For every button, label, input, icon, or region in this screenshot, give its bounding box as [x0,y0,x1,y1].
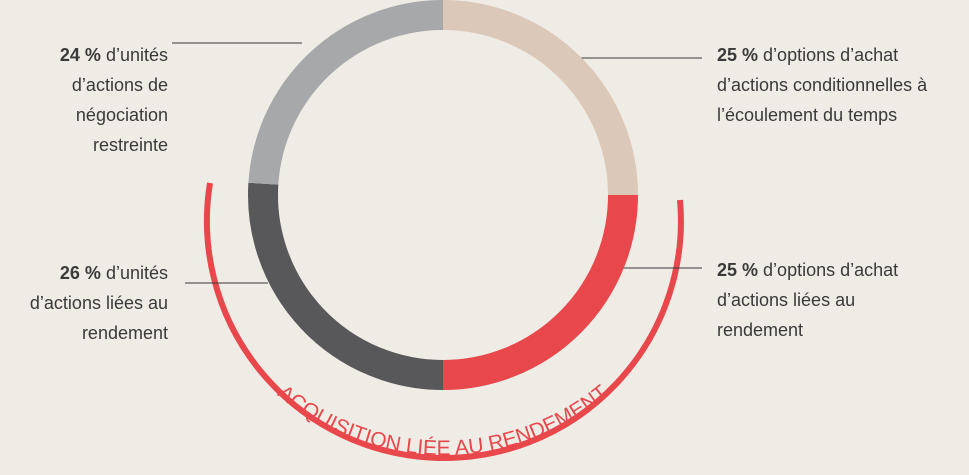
label: 25 % d’options d’achat d’actions conditi… [717,40,967,130]
category-label: d’options d’achat d’actions liées au ren… [717,260,899,340]
label: 25 % d’options d’achat d’actions liées a… [717,255,942,345]
slices [248,0,638,390]
category-label: d’options d’achat d’actions conditionnel… [717,45,928,125]
performance-bracket [203,182,684,461]
annotation-text: ACQUISITION LIÉE AU RENDEMENT [274,381,613,460]
value-label: 25 % [717,260,759,280]
annotation: ACQUISITION LIÉE AU RENDEMENT [274,381,613,460]
category-label: d’unités d’actions liées au rendement [29,263,168,343]
slice [248,182,444,390]
value-label: 26 % [59,263,101,283]
value-label: 24 % [59,45,101,65]
label: 24 % d’unités d’actions de négociation r… [0,40,168,160]
value-label: 25 % [717,45,759,65]
category-label: d’unités d’actions de négociation restre… [71,45,168,155]
slice [442,0,638,196]
slice [248,0,444,185]
slice [442,194,638,390]
label: 26 % d’unités d’actions liées au rendeme… [0,258,168,348]
leader-lines [172,42,702,284]
